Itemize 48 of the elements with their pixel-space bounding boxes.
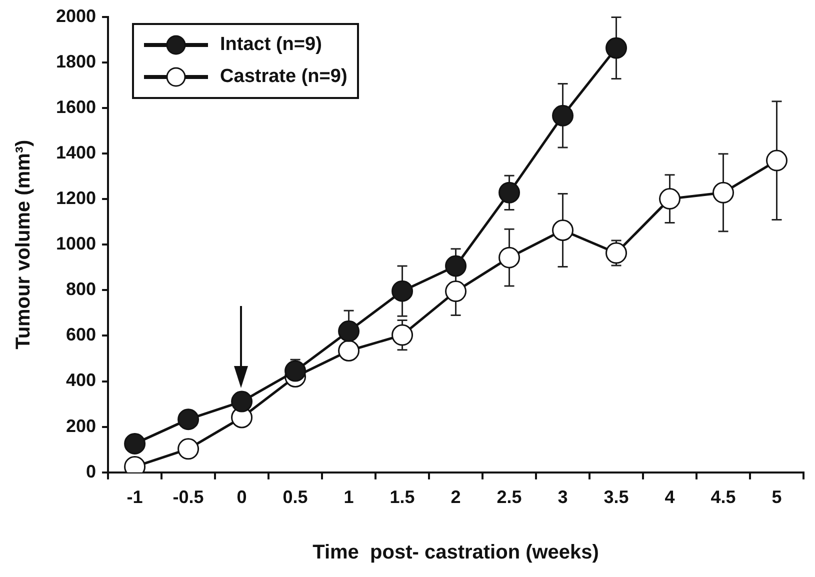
point [712,182,734,204]
point [498,246,520,268]
x-tick-label: 1 [344,487,354,508]
point [766,150,788,172]
point [498,182,520,204]
y-axis-title: Tumour volume (mm³) [12,140,35,350]
point [659,188,681,210]
y-tick-label: 1200 [56,188,96,208]
y-tick-label: 800 [66,279,96,300]
point [284,360,306,382]
legend-label: Castrate (n=9) [220,66,348,88]
point [178,438,200,460]
y-tick-label: 0 [86,461,96,482]
x-tick-label: 1.5 [390,487,415,508]
x-tick-label: 4 [664,487,675,508]
y-tick-label: 1000 [56,234,96,254]
point [606,242,628,264]
point [445,280,467,302]
legend-label: Intact (n=9) [220,34,322,56]
point [338,320,360,342]
x-tick-label: 0 [236,487,247,508]
x-tick-label: 2 [450,487,461,508]
point [178,408,200,430]
x-tick-label: -0.5 [172,487,204,508]
point [445,255,467,277]
x-axis-title: Time post- castration (weeks) [312,542,599,564]
y-tick-label: 1800 [56,51,96,72]
x-tick-label: 3.5 [604,487,629,508]
y-tick-label: 200 [66,416,96,436]
y-tick-label: 1400 [56,142,96,162]
x-tick-label: 2.5 [496,487,522,508]
x-tick-label: 0.5 [282,487,308,508]
point [552,220,574,241]
x-tick-label: 4.5 [710,487,736,508]
point [124,432,146,454]
point [338,340,360,362]
point [392,324,414,346]
x-tick-label: -1 [126,487,143,508]
y-tick-label: 600 [66,324,96,345]
point [552,104,574,126]
y-tick-label: 400 [66,370,96,390]
point [392,280,414,302]
point [231,390,253,412]
x-tick-label: 5 [772,487,782,508]
x-tick-label: 3 [558,487,568,508]
y-tick-label: 1600 [56,96,96,117]
point [606,37,628,59]
y-tick-label: 2000 [56,6,96,26]
